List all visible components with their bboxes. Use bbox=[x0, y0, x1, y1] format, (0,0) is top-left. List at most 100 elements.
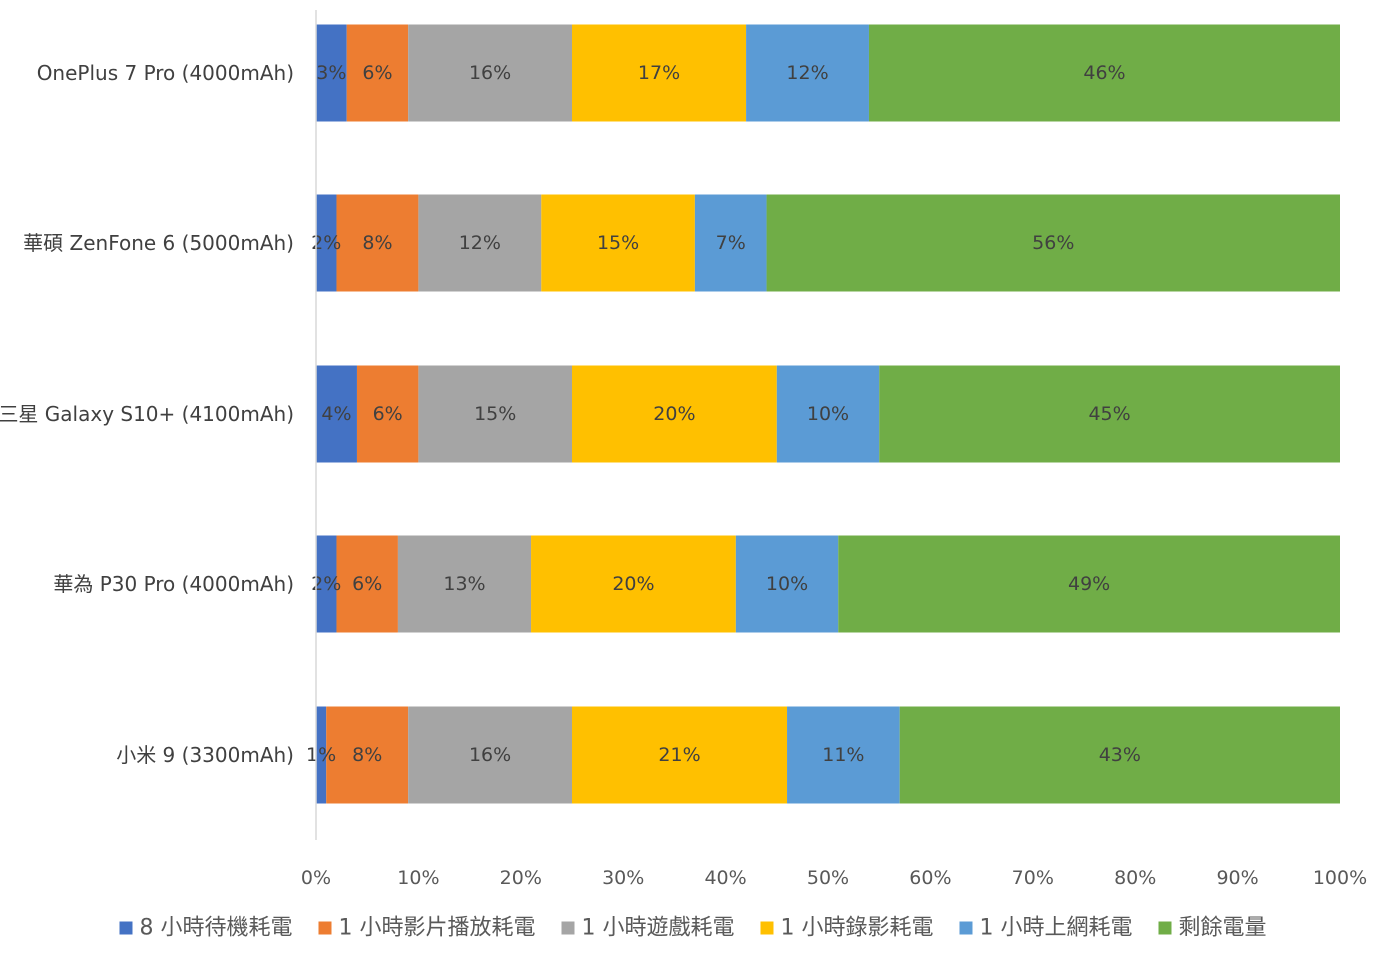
legend-label: 1 小時影片播放耗電 bbox=[338, 916, 535, 941]
data-label: 2% bbox=[311, 573, 341, 595]
legend-swatch bbox=[318, 921, 332, 935]
x-tick-label: 10% bbox=[397, 867, 439, 889]
x-tick-label: 40% bbox=[704, 867, 746, 889]
legend-label: 1 小時錄影耗電 bbox=[780, 916, 933, 941]
bar-segment bbox=[879, 365, 1340, 463]
legend-item: 1 小時上網耗電 bbox=[959, 916, 1132, 941]
legend-item: 剩餘電量 bbox=[1158, 916, 1267, 941]
data-label: 11% bbox=[822, 744, 864, 766]
bar-segment bbox=[418, 194, 542, 292]
bar-segment bbox=[787, 706, 900, 804]
data-label: 12% bbox=[786, 62, 828, 84]
x-tick-label: 30% bbox=[602, 867, 644, 889]
bar-segment bbox=[572, 706, 788, 804]
value-axis: 0% 10% 20% 30% 40% 50% 60% 70% 80% 90% 100% bbox=[301, 867, 1367, 889]
x-tick-label: 60% bbox=[909, 867, 951, 889]
x-tick-label: 0% bbox=[301, 867, 331, 889]
bar-segment bbox=[418, 365, 572, 463]
legend-item: 1 小時遊戲耗電 bbox=[561, 916, 734, 941]
data-label: 49% bbox=[1068, 573, 1110, 595]
category-label: 三星 Galaxy S10+ (4100mAh) bbox=[0, 402, 294, 426]
legend-label: 1 小時上網耗電 bbox=[979, 916, 1132, 941]
x-tick-label: 80% bbox=[1114, 867, 1156, 889]
data-label: 10% bbox=[807, 403, 849, 425]
data-label: 10% bbox=[766, 573, 808, 595]
bar-segment bbox=[346, 24, 409, 122]
legend-label: 8 小時待機耗電 bbox=[139, 916, 292, 941]
category-label: 小米 9 (3300mAh) bbox=[116, 743, 294, 767]
bar-segment bbox=[336, 194, 419, 292]
category-label: 華碩 ZenFone 6 (5000mAh) bbox=[23, 231, 294, 255]
category-label: 華為 P30 Pro (4000mAh) bbox=[53, 572, 294, 596]
legend-swatch bbox=[959, 921, 973, 935]
data-label: 16% bbox=[469, 62, 511, 84]
bar-segment bbox=[531, 535, 736, 633]
bar-segment bbox=[356, 365, 419, 463]
legend-label: 1 小時遊戲耗電 bbox=[581, 916, 734, 941]
legend-item: 8 小時待機耗電 bbox=[119, 916, 292, 941]
data-label: 12% bbox=[459, 232, 501, 254]
bar-segment bbox=[572, 365, 777, 463]
bar-segment bbox=[408, 706, 572, 804]
bar-segment bbox=[408, 24, 572, 122]
data-label: 6% bbox=[352, 573, 382, 595]
data-label: 8% bbox=[362, 232, 392, 254]
category-label: OnePlus 7 Pro (4000mAh) bbox=[37, 61, 294, 85]
bar-segment bbox=[336, 535, 398, 633]
legend-swatch bbox=[119, 921, 133, 935]
data-label: 3% bbox=[316, 62, 346, 84]
bars-layer bbox=[316, 24, 1340, 804]
data-label: 16% bbox=[469, 744, 511, 766]
data-label: 56% bbox=[1032, 232, 1074, 254]
x-tick-label: 70% bbox=[1012, 867, 1054, 889]
bar-segment bbox=[316, 706, 327, 804]
bar-segment bbox=[735, 535, 839, 633]
bar-segment bbox=[316, 365, 357, 463]
bar-segment bbox=[838, 535, 1340, 633]
bar-segment bbox=[572, 24, 747, 122]
x-tick-label: 50% bbox=[807, 867, 849, 889]
data-label: 1% bbox=[306, 744, 336, 766]
legend-swatch bbox=[1158, 921, 1172, 935]
bar-segment bbox=[694, 194, 767, 292]
bar-segment bbox=[541, 194, 695, 292]
data-label: 43% bbox=[1099, 744, 1141, 766]
bar-segment bbox=[766, 194, 1340, 292]
bar-segment bbox=[899, 706, 1340, 804]
x-tick-label: 20% bbox=[500, 867, 542, 889]
legend-swatch bbox=[561, 921, 575, 935]
bar-segment bbox=[868, 24, 1340, 122]
legend-swatch bbox=[760, 921, 774, 935]
data-label: 15% bbox=[474, 403, 516, 425]
bar-segment bbox=[316, 194, 337, 292]
legend-label: 剩餘電量 bbox=[1178, 916, 1266, 941]
data-label: 8% bbox=[352, 744, 382, 766]
data-label: 17% bbox=[638, 62, 680, 84]
category-axis: OnePlus 7 Pro (4000mAh) 華碩 ZenFone 6 (500… bbox=[0, 61, 294, 767]
data-label: 45% bbox=[1088, 403, 1130, 425]
data-label: 13% bbox=[443, 573, 485, 595]
data-label: 21% bbox=[658, 744, 700, 766]
data-label: 20% bbox=[612, 573, 654, 595]
legend: 8 小時待機耗電 1 小時影片播放耗電 1 小時遊戲耗電 1 小時錄影耗電 1 小時上網… bbox=[119, 916, 1267, 941]
data-label: 6% bbox=[362, 62, 392, 84]
bar-segment bbox=[776, 365, 880, 463]
legend-item: 1 小時錄影耗電 bbox=[760, 916, 933, 941]
data-label: 6% bbox=[373, 403, 403, 425]
bar-segment bbox=[316, 24, 347, 122]
data-label: 4% bbox=[321, 403, 351, 425]
bar-segment bbox=[326, 706, 409, 804]
bar-segment bbox=[746, 24, 869, 122]
data-label: 2% bbox=[311, 232, 341, 254]
legend-item: 1 小時影片播放耗電 bbox=[318, 916, 535, 941]
data-labels-layer: 3% 6% 16% 17% 12% 46% 2% 8% 12% 15% 7% 56% 4% 6% 15% 20… bbox=[306, 62, 1141, 766]
data-label: 15% bbox=[597, 232, 639, 254]
x-tick-label: 100% bbox=[1313, 867, 1367, 889]
x-tick-label: 90% bbox=[1216, 867, 1258, 889]
bar-segment bbox=[397, 535, 532, 633]
bar-segment bbox=[316, 535, 337, 633]
data-label: 7% bbox=[716, 232, 746, 254]
data-label: 20% bbox=[653, 403, 695, 425]
